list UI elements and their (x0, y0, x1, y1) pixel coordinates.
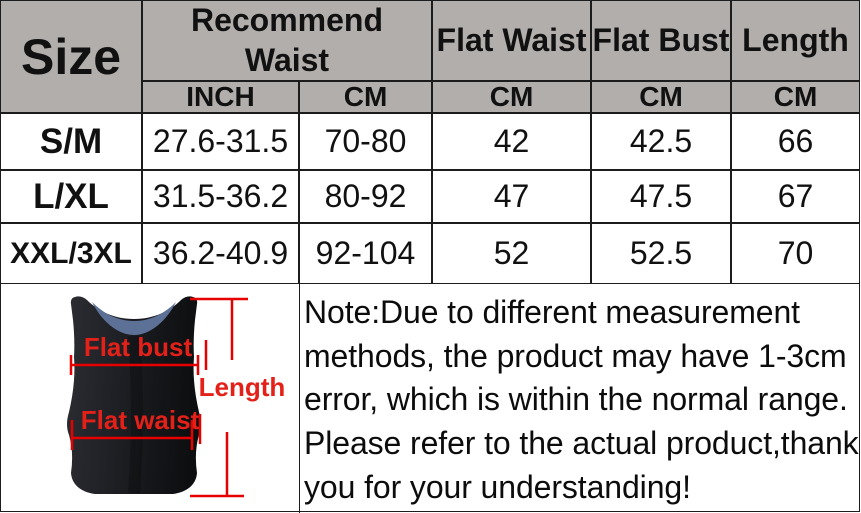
svg-text:Flat waist: Flat waist (81, 405, 200, 435)
svg-text:Flat bust: Flat bust (84, 332, 193, 362)
svg-text:Length: Length (199, 372, 286, 402)
